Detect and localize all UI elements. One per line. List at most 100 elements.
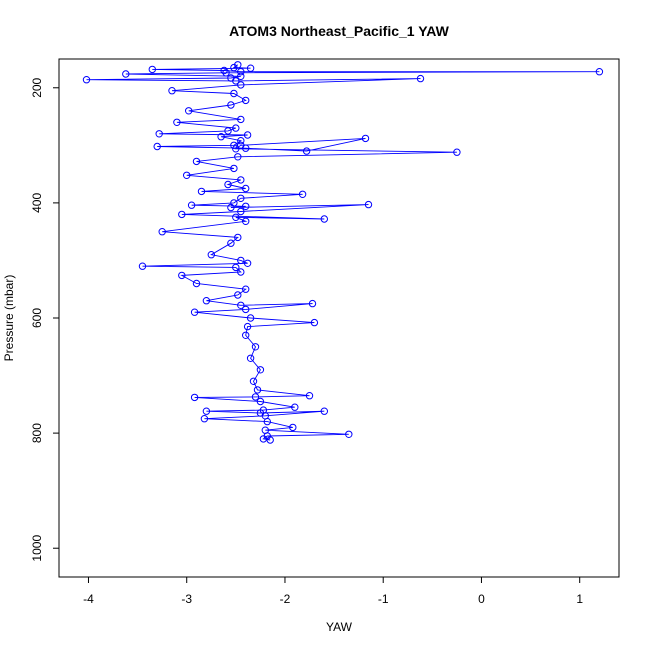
data-point <box>305 392 314 400</box>
series-line <box>86 64 600 441</box>
x-tick-label: 1 <box>576 592 583 606</box>
data-point <box>82 76 91 84</box>
data-point <box>202 407 211 415</box>
data-point <box>320 407 328 415</box>
data-point <box>158 228 166 236</box>
y-tick-label: 800 <box>30 423 44 443</box>
data-point <box>237 137 245 145</box>
x-tick-label: -3 <box>181 592 192 606</box>
data-point <box>243 322 252 331</box>
x-axis-label: YAW <box>326 620 353 634</box>
data-point <box>237 68 245 76</box>
data-point <box>242 285 250 293</box>
data-point <box>298 190 307 199</box>
data-point <box>232 77 240 85</box>
data-point <box>242 331 250 339</box>
x-tick-label: -4 <box>83 592 94 606</box>
data-point <box>361 134 370 143</box>
data-point <box>243 131 252 139</box>
data-point <box>224 127 232 135</box>
data-point <box>190 308 199 316</box>
y-tick-label: 400 <box>30 193 44 213</box>
data-point <box>416 74 425 83</box>
data-point <box>242 305 250 314</box>
data-point <box>232 124 240 132</box>
data-point <box>217 133 225 141</box>
data-point <box>192 157 201 166</box>
x-tick-label: -1 <box>378 592 389 606</box>
plot-area <box>82 61 604 444</box>
data-point <box>259 435 268 443</box>
data-point <box>230 164 238 173</box>
data-point <box>237 176 245 184</box>
data-point <box>253 386 262 394</box>
data-point <box>246 64 255 72</box>
data-point <box>227 239 235 247</box>
data-point <box>230 89 238 98</box>
data-point <box>234 291 242 299</box>
data-point <box>234 233 242 242</box>
y-tick-label: 200 <box>30 77 44 97</box>
data-point <box>251 393 260 401</box>
data-point <box>173 118 181 127</box>
data-point <box>232 213 240 222</box>
series-group <box>82 61 604 444</box>
data-point <box>237 72 245 81</box>
data-point <box>230 141 238 150</box>
data-point <box>243 259 252 267</box>
data-point <box>185 107 193 115</box>
data-point <box>595 68 604 76</box>
data-point <box>237 115 245 124</box>
data-point <box>230 63 238 72</box>
data-point <box>220 66 228 75</box>
data-point <box>237 268 245 276</box>
data-point <box>453 148 461 156</box>
data-point <box>227 101 235 109</box>
data-point <box>289 423 297 432</box>
x-tick-label: -2 <box>280 592 291 606</box>
data-point <box>122 70 130 78</box>
y-tick-label: 1000 <box>30 535 44 562</box>
data-point <box>263 417 271 426</box>
data-point <box>242 184 250 193</box>
data-point <box>200 415 209 423</box>
data-point <box>237 141 245 150</box>
data-point <box>246 354 255 362</box>
x-axis: -4 -3 -2 -1 0 1 <box>83 577 583 606</box>
data-point <box>237 194 245 203</box>
data-point <box>155 130 163 138</box>
data-point <box>291 403 299 411</box>
data-point <box>190 393 199 402</box>
data-point <box>168 87 176 95</box>
data-point <box>222 69 230 77</box>
data-point <box>183 171 191 180</box>
data-point <box>232 145 240 153</box>
data-point <box>249 377 258 385</box>
y-tick-label: 600 <box>30 308 44 328</box>
data-point <box>308 299 317 308</box>
data-point <box>178 271 186 280</box>
data-point <box>246 314 255 322</box>
data-point <box>256 366 265 374</box>
data-point <box>192 279 201 288</box>
data-point <box>242 202 250 211</box>
data-point <box>242 96 250 105</box>
data-point <box>153 142 161 151</box>
data-point <box>320 215 328 223</box>
data-point <box>345 430 353 438</box>
data-point <box>234 153 242 161</box>
data-point <box>232 263 240 272</box>
data-point <box>256 397 265 406</box>
data-point <box>138 262 147 270</box>
data-point <box>242 217 250 226</box>
y-axis-label: Pressure (mbar) <box>2 275 16 362</box>
data-point <box>310 318 319 327</box>
data-point <box>148 65 157 74</box>
data-point <box>266 436 274 444</box>
data-point <box>251 343 260 351</box>
y-axis: 200 400 600 800 1000 <box>30 77 59 562</box>
data-point <box>364 200 373 209</box>
data-point <box>237 256 245 265</box>
